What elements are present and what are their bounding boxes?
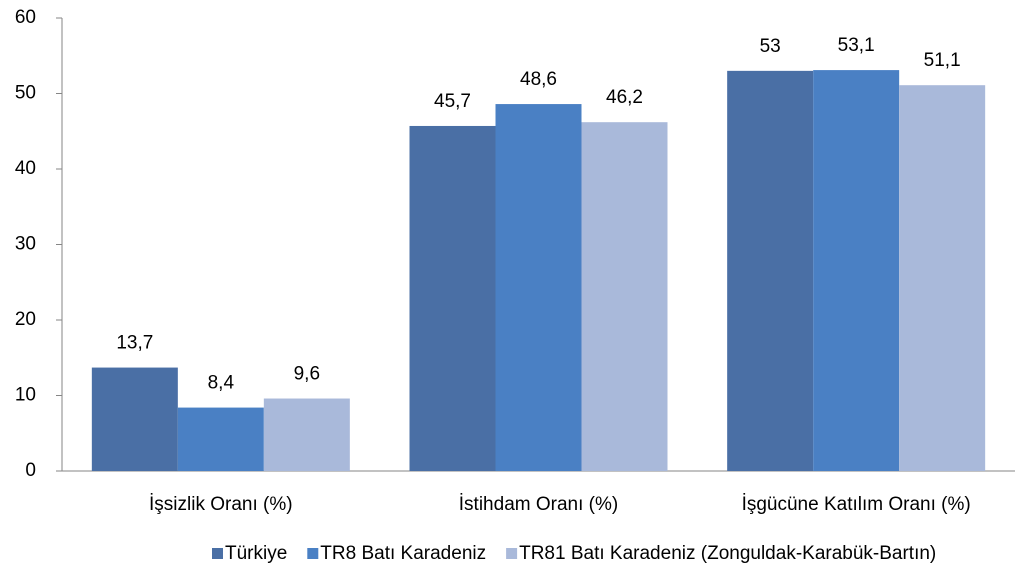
value-label: 9,6 bbox=[294, 364, 320, 385]
y-tick-label: 10 bbox=[15, 385, 36, 406]
bar bbox=[91, 367, 178, 471]
bar bbox=[581, 122, 668, 471]
bar bbox=[813, 70, 900, 471]
bar bbox=[727, 70, 814, 471]
x-tick-label: İşgücüne Katılım Oranı (%) bbox=[742, 494, 971, 515]
value-label: 46,2 bbox=[606, 87, 643, 108]
value-label: 51,1 bbox=[924, 50, 961, 71]
value-label: 53 bbox=[760, 36, 781, 57]
x-tick-label: İşsizlik Oranı (%) bbox=[149, 494, 293, 515]
y-tick-label: 60 bbox=[15, 7, 36, 28]
legend-label: Türkiye bbox=[225, 543, 287, 564]
value-label: 53,1 bbox=[838, 35, 875, 56]
y-tick-label: 30 bbox=[15, 234, 36, 255]
legend-label: TR8 Batı Karadeniz bbox=[320, 543, 486, 564]
value-label: 8,4 bbox=[208, 373, 235, 394]
value-label: 45,7 bbox=[434, 91, 471, 112]
legend-swatch bbox=[307, 548, 319, 559]
bar bbox=[495, 104, 582, 471]
legend-swatch bbox=[212, 548, 223, 559]
legend-swatch bbox=[506, 548, 518, 559]
legend-label: TR81 Batı Karadeniz (Zonguldak-Karabük-B… bbox=[519, 543, 936, 564]
y-tick-label: 20 bbox=[15, 309, 36, 330]
x-tick-label: İstihdam Oranı (%) bbox=[459, 494, 618, 515]
y-tick-label: 50 bbox=[15, 83, 36, 104]
value-label: 48,6 bbox=[520, 69, 557, 90]
value-label: 13,7 bbox=[116, 333, 153, 354]
bar bbox=[899, 85, 986, 471]
y-tick-label: 40 bbox=[15, 158, 36, 179]
bar bbox=[263, 398, 350, 471]
bar bbox=[409, 125, 496, 471]
bar bbox=[177, 407, 264, 471]
y-tick-label: 0 bbox=[25, 460, 36, 481]
